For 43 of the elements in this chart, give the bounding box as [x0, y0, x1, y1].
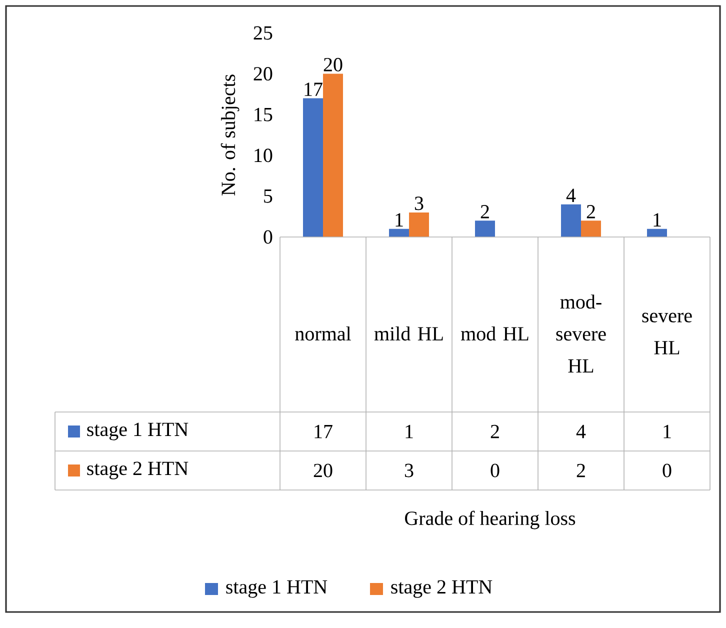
y-tick-label: 5	[264, 190, 272, 203]
bar	[389, 228, 410, 237]
bar	[475, 220, 495, 237]
y-axis-title: No. of subjects	[220, 74, 240, 196]
annotation: 4	[566, 188, 576, 202]
annotation: 2	[586, 205, 595, 218]
legend-label: stage 1 HTN	[87, 422, 188, 440]
y-tick-label: 20	[254, 67, 272, 81]
y-tick-label: 0	[264, 230, 272, 244]
bar	[647, 228, 667, 237]
data-label: 2	[576, 464, 585, 478]
x-tick-label: mod-severe HL	[556, 294, 606, 372]
y-tick-label: 25	[254, 26, 272, 40]
bar	[581, 220, 602, 237]
annotation: 20	[324, 58, 342, 72]
annotation: 1	[396, 213, 403, 226]
x-tick-label: mild HL	[374, 326, 443, 341]
y-tick-label: 10	[254, 148, 272, 162]
bar	[323, 74, 344, 237]
y-tick-label: 15	[254, 108, 272, 122]
data-label: 0	[662, 464, 672, 478]
x-tick-label: severe HL	[642, 312, 692, 354]
data-label: 20	[314, 464, 332, 478]
annotation: 2	[480, 205, 489, 218]
bar	[303, 98, 324, 237]
data-label: 17	[314, 424, 332, 438]
text: stage 2 HTN	[391, 580, 492, 598]
data-label: 3	[404, 464, 414, 478]
x-tick-label: normal	[295, 326, 351, 341]
data-label: 1	[664, 424, 671, 438]
data-label: 4	[576, 424, 586, 438]
data-label: 1	[406, 424, 413, 438]
annotation: 3	[414, 196, 424, 210]
annotation: 1	[654, 213, 661, 226]
x-tick-label: mod HL	[460, 326, 528, 341]
text: stage 1 HTN	[226, 580, 328, 598]
legend-label: stage 2 HTN	[87, 462, 188, 480]
bar	[561, 204, 581, 237]
data-label: 0	[490, 464, 500, 478]
data-label: 2	[490, 424, 499, 438]
annotation: 17	[304, 82, 322, 96]
bar	[409, 212, 430, 237]
text: Grade of hearing loss	[405, 510, 576, 530]
